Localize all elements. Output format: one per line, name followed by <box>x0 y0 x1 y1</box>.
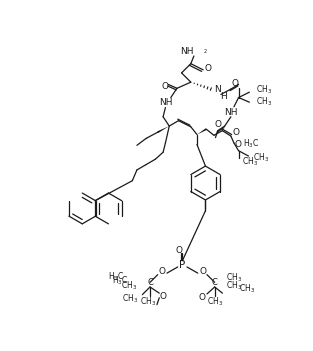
Text: CH$_3$: CH$_3$ <box>207 295 223 308</box>
Text: CH$_3$: CH$_3$ <box>253 151 269 164</box>
Text: C: C <box>212 278 218 287</box>
Text: O: O <box>161 81 168 91</box>
Polygon shape <box>197 128 207 134</box>
Text: C: C <box>147 278 153 287</box>
Text: H$_3$C: H$_3$C <box>243 138 259 150</box>
Text: O: O <box>199 293 206 302</box>
Text: CH$_3$: CH$_3$ <box>239 282 255 295</box>
Text: O: O <box>200 267 207 276</box>
Polygon shape <box>157 126 169 133</box>
Text: NH: NH <box>224 108 238 117</box>
Text: H: H <box>221 92 227 101</box>
Text: O: O <box>160 292 167 301</box>
Text: CH$_3$: CH$_3$ <box>255 84 272 96</box>
Text: NH: NH <box>180 47 194 56</box>
Text: N: N <box>214 85 221 94</box>
Text: CH$_3$: CH$_3$ <box>122 292 138 305</box>
Text: P: P <box>179 260 186 270</box>
Text: CH$_3$: CH$_3$ <box>140 295 156 308</box>
Text: CH$_3$: CH$_3$ <box>242 155 258 168</box>
Text: O: O <box>204 64 211 73</box>
Text: $_2$: $_2$ <box>203 47 208 55</box>
Text: O: O <box>232 79 239 88</box>
Text: H$_3$C: H$_3$C <box>112 274 128 287</box>
Text: O: O <box>233 128 240 138</box>
Text: CH$_3$: CH$_3$ <box>121 279 137 292</box>
Text: NH: NH <box>159 98 172 107</box>
Text: CH$_3$: CH$_3$ <box>226 271 242 284</box>
Text: CH$_3$: CH$_3$ <box>226 279 242 292</box>
Text: O: O <box>234 140 241 149</box>
Text: CH$_3$: CH$_3$ <box>255 95 272 108</box>
Text: O: O <box>176 245 183 254</box>
Text: O: O <box>214 120 221 129</box>
Text: H$_3$C: H$_3$C <box>108 271 125 283</box>
Text: O: O <box>158 267 165 276</box>
